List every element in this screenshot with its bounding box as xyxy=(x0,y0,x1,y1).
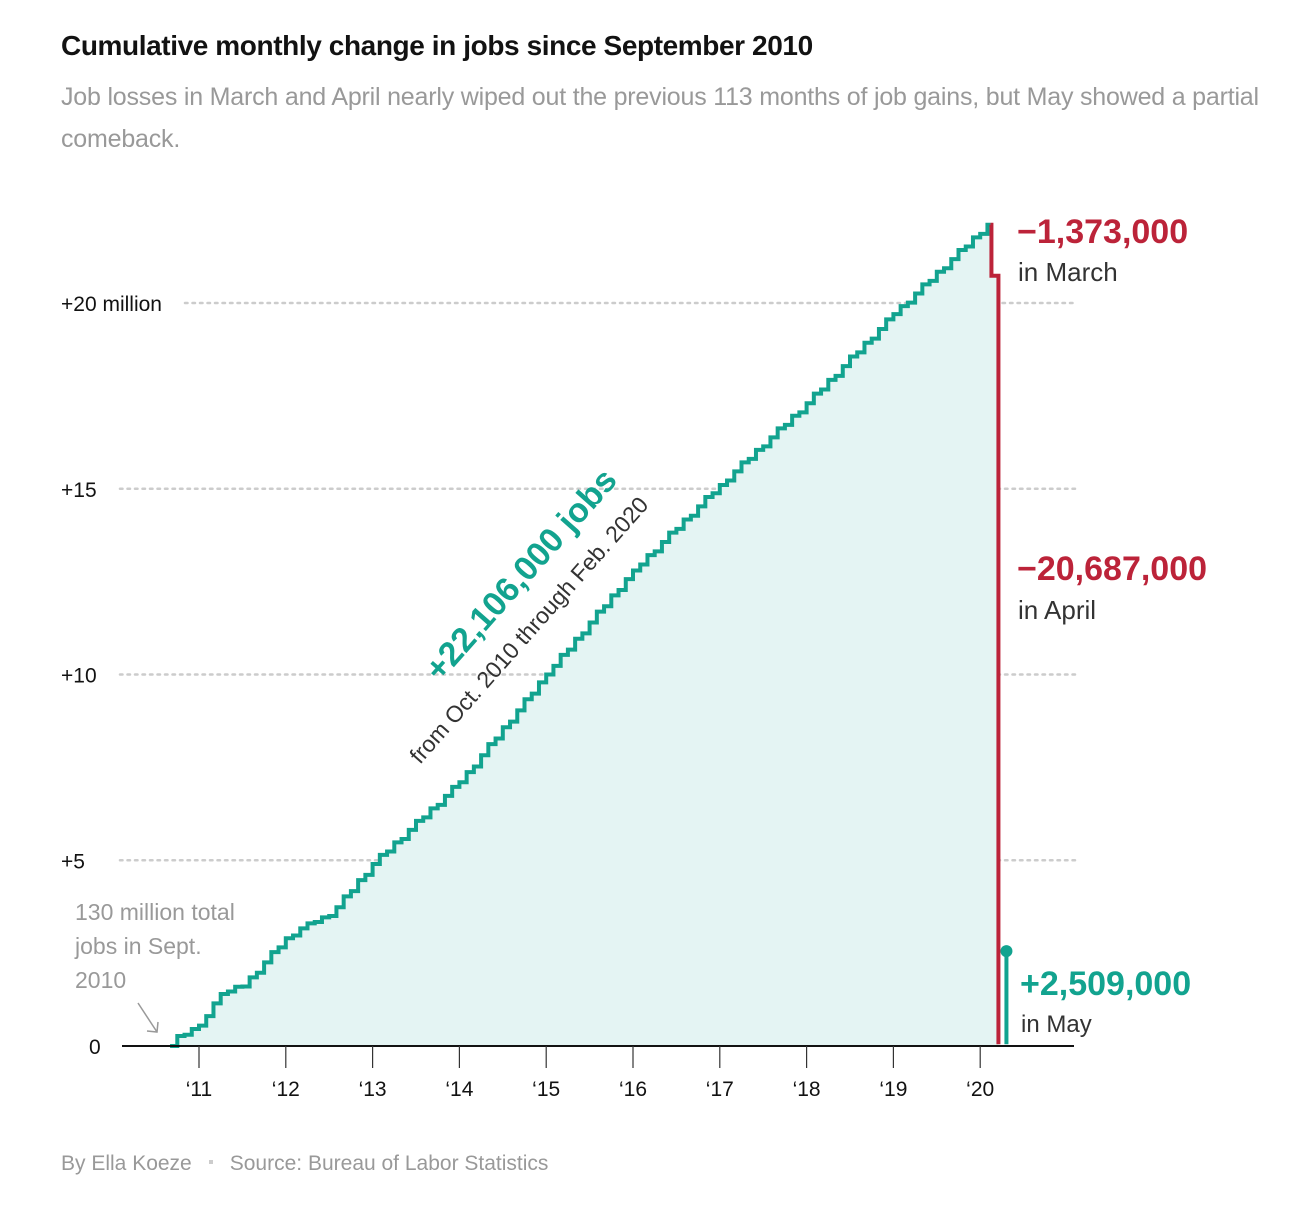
baseline-annotation: 130 million total jobs in Sept. 2010 xyxy=(74,899,235,1033)
may-gain-dot xyxy=(1000,945,1013,958)
source-credit: Source: Bureau of Labor Statistics xyxy=(229,1152,549,1175)
x-tick-label: ‘20 xyxy=(966,1078,994,1101)
april-change-value: −20,687,000 xyxy=(1017,550,1207,588)
baseline-note-line-2: jobs in Sept. xyxy=(74,933,202,959)
x-tick-label: ‘14 xyxy=(445,1078,473,1101)
x-tick-label: ‘18 xyxy=(793,1078,821,1101)
april-change-label: in April xyxy=(1018,595,1096,625)
x-tick-label: ‘13 xyxy=(359,1078,387,1101)
x-tick-label: ‘15 xyxy=(532,1078,560,1101)
x-tick-label: ‘11 xyxy=(186,1078,212,1101)
y-tick-label: +15 xyxy=(61,479,97,502)
march-change-value: −1,373,000 xyxy=(1017,213,1188,251)
chart-title: Cumulative monthly change in jobs since … xyxy=(61,30,813,61)
march-april-loss-line xyxy=(989,222,1001,1045)
baseline-arrow-icon xyxy=(137,1002,159,1033)
x-tick-label: ‘12 xyxy=(272,1078,300,1101)
x-tick-label: ‘17 xyxy=(706,1078,734,1101)
chart-footer: By Ella Koeze Source: Bureau of Labor Sta… xyxy=(61,1152,548,1176)
y-tick-label: +20 million xyxy=(61,293,162,316)
may-change-label: in May xyxy=(1021,1011,1092,1038)
y-tick-label: 0 xyxy=(89,1036,101,1059)
baseline-note-line-3: 2010 xyxy=(75,967,126,993)
x-tick-label: ‘19 xyxy=(879,1078,907,1101)
x-axis-ticks: ‘11 ‘12 ‘13 ‘14 ‘15 ‘16 ‘17 ‘18 ‘19 ‘20 xyxy=(186,1046,994,1101)
march-change-label: in March xyxy=(1018,257,1118,287)
byline: By Ella Koeze xyxy=(61,1152,192,1175)
y-tick-label: +5 xyxy=(61,850,85,873)
y-tick-label: +10 xyxy=(61,665,97,688)
separator-dot xyxy=(208,1160,213,1165)
chart-subtitle: Job losses in March and April nearly wip… xyxy=(61,83,1259,153)
baseline-note-line-1: 130 million total xyxy=(75,899,235,925)
may-change-value: +2,509,000 xyxy=(1020,965,1191,1003)
y-axis-labels: 0 +5 +10 +15 +20 million xyxy=(61,293,162,1059)
cumulative-gain-line xyxy=(170,222,991,1048)
x-tick-label: ‘16 xyxy=(619,1078,647,1101)
